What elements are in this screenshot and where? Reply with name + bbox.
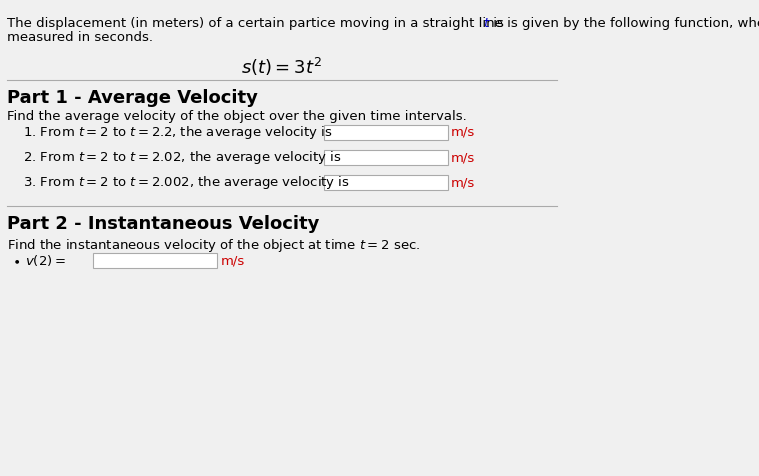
Text: Part 2 - Instantaneous Velocity: Part 2 - Instantaneous Velocity (8, 215, 320, 233)
Text: m/s: m/s (221, 254, 245, 268)
FancyBboxPatch shape (324, 175, 448, 190)
Text: The displacement (in meters) of a certain partice moving in a straight line is g: The displacement (in meters) of a certai… (8, 17, 759, 30)
Text: $t$: $t$ (483, 17, 490, 30)
Text: is: is (490, 17, 504, 30)
Text: Find the average velocity of the object over the given time intervals.: Find the average velocity of the object … (8, 110, 467, 123)
Text: 2. From $t = 2$ to $t = 2.02$, the average velocity is: 2. From $t = 2$ to $t = 2.02$, the avera… (23, 149, 341, 166)
Text: $s(t) = 3t^2$: $s(t) = 3t^2$ (241, 56, 323, 78)
Text: 3. From $t = 2$ to $t = 2.002$, the average velocity is: 3. From $t = 2$ to $t = 2.002$, the aver… (23, 174, 349, 191)
FancyBboxPatch shape (324, 150, 448, 165)
Text: m/s: m/s (451, 176, 475, 189)
Text: Find the instantaneous velocity of the object at time $t = 2$ sec.: Find the instantaneous velocity of the o… (8, 237, 420, 254)
Text: 1. From $t = 2$ to $t = 2.2$, the average velocity is: 1. From $t = 2$ to $t = 2.2$, the averag… (23, 124, 332, 141)
Text: $\bullet$: $\bullet$ (12, 254, 20, 268)
Text: m/s: m/s (451, 151, 475, 164)
FancyBboxPatch shape (324, 125, 448, 140)
Text: $v(2) =$: $v(2) =$ (25, 253, 66, 268)
Text: Part 1 - Average Velocity: Part 1 - Average Velocity (8, 89, 258, 108)
Text: measured in seconds.: measured in seconds. (8, 31, 153, 44)
Text: m/s: m/s (451, 126, 475, 139)
FancyBboxPatch shape (93, 253, 217, 268)
